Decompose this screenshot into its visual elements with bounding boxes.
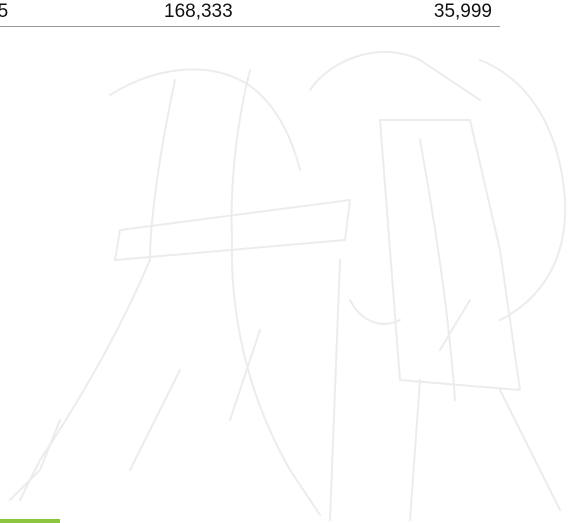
accent-bar <box>0 519 60 523</box>
table-cell: 35 <box>0 1 9 22</box>
table-cell: 35,999 <box>433 1 492 22</box>
table-row: 35 168,333 35,999 <box>0 0 500 27</box>
table-cell: 168,333 <box>164 1 233 22</box>
